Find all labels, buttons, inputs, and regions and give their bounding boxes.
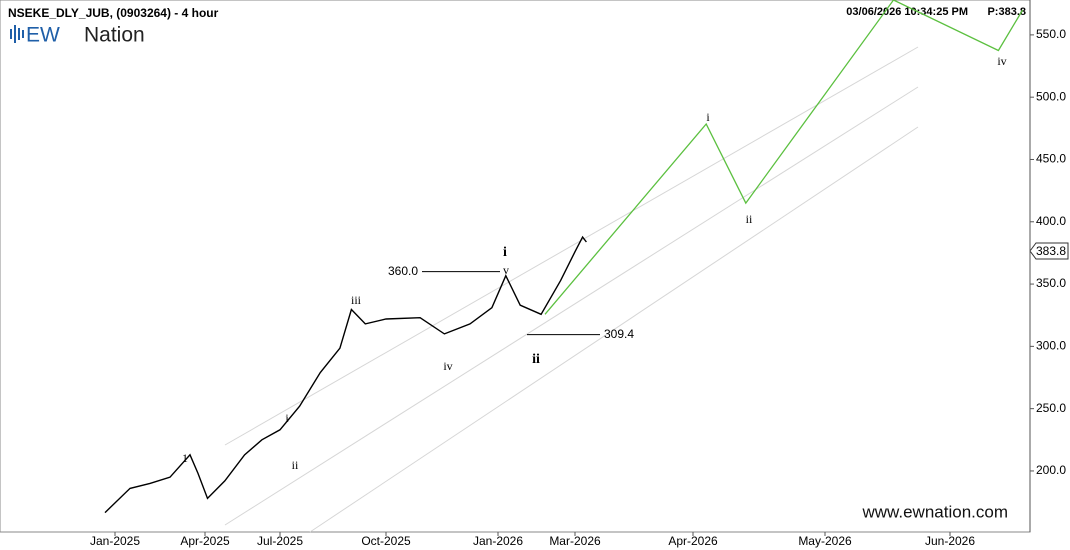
wave-label: i: [285, 411, 289, 425]
wave-label: iii: [351, 293, 362, 307]
x-tick-label: Mar-2026: [549, 534, 601, 548]
price-line: [104, 235, 587, 514]
x-tick-label: Apr-2026: [668, 534, 718, 548]
x-tick-label: Apr-2025: [180, 534, 230, 548]
y-tick-label: 300.0: [1036, 339, 1066, 353]
wave-label: ii: [746, 212, 753, 226]
channel: [224, 46, 919, 533]
price-readout: P:383.8: [987, 6, 1026, 18]
channel-line: [309, 126, 919, 533]
y-tick-label: 200.0: [1036, 463, 1066, 477]
wave-label: iv: [997, 54, 1006, 68]
wave-label: ii: [532, 352, 540, 367]
price-tag: 383.8: [1036, 244, 1066, 258]
plot-frame: [0, 0, 1031, 533]
logo-nation: Nation: [84, 24, 145, 47]
y-tick-label: 450.0: [1036, 152, 1066, 166]
forecast-line: [544, 0, 1024, 315]
y-tick-label: 350.0: [1036, 276, 1066, 290]
y-tick-label: 500.0: [1036, 89, 1066, 103]
x-tick-label: Jun-2026: [925, 534, 975, 548]
wave-label: ii: [292, 458, 299, 472]
y-tick-label: 550.0: [1036, 27, 1066, 41]
level-label: 309.4: [604, 327, 634, 341]
wave-label: v: [503, 263, 509, 277]
logo: EW Nation: [10, 24, 145, 47]
timestamp: 03/06/2026 10:34:25 PM: [846, 6, 968, 18]
watermark: www.ewnation.com: [861, 502, 1008, 521]
x-tick-label: May-2026: [798, 534, 852, 548]
price-tag-box: [1029, 242, 1069, 260]
channel-line: [224, 46, 919, 446]
channel-line: [224, 86, 919, 526]
wave-label: i: [706, 110, 710, 124]
y-tick-label: 250.0: [1036, 401, 1066, 415]
x-tick-label: Jan-2026: [473, 534, 523, 548]
chart-title: NSEKE_DLY_JUB, (0903264) - 4 hour: [8, 6, 219, 20]
logo-ew: EW: [26, 24, 60, 47]
x-tick-label: Jul-2025: [257, 534, 303, 548]
x-tick-label: Jan-2025: [90, 534, 140, 548]
level-label: 360.0: [388, 264, 418, 278]
wave-label: i: [503, 245, 507, 260]
x-tick-label: Oct-2025: [361, 534, 411, 548]
y-tick-label: 400.0: [1036, 214, 1066, 228]
wave-label: 1: [182, 451, 188, 465]
wave-label: iv: [443, 359, 452, 373]
